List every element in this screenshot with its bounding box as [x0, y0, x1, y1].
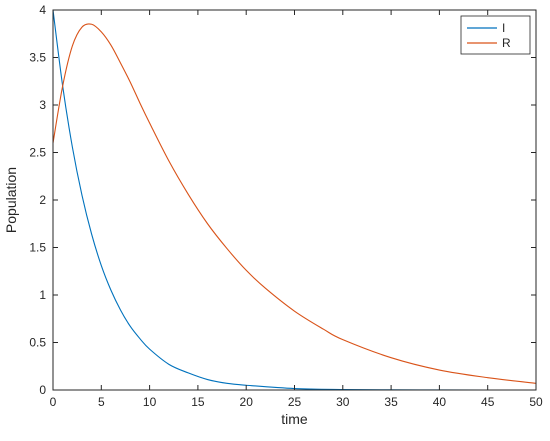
- y-tick-label: 1: [39, 288, 46, 302]
- x-tick-label: 50: [529, 395, 543, 409]
- x-tick-label: 15: [191, 395, 205, 409]
- x-tick-label: 40: [433, 395, 447, 409]
- y-tick-label: 1.5: [29, 241, 46, 255]
- x-tick-label: 20: [240, 395, 254, 409]
- y-axis-label: Population: [3, 167, 19, 233]
- legend-label-R: R: [502, 36, 511, 50]
- y-tick-label: 4: [39, 3, 46, 17]
- x-axis: 0 5 10 15 20 25 30 35 40 45 50: [50, 10, 543, 409]
- y-tick-label: 2.5: [29, 146, 46, 160]
- x-tick-label: 5: [98, 395, 105, 409]
- x-axis-label: time: [281, 411, 308, 427]
- legend-label-I: I: [502, 21, 505, 35]
- y-tick-label: 2: [39, 193, 46, 207]
- y-tick-label: 3: [39, 98, 46, 112]
- x-tick-label: 0: [50, 395, 57, 409]
- x-tick-label: 25: [288, 395, 302, 409]
- y-tick-label: 0.5: [29, 336, 46, 350]
- y-axis: 0 0.5 1 1.5 2 2.5 3 3.5 4: [29, 3, 536, 397]
- y-tick-label: 3.5: [29, 51, 46, 65]
- x-tick-label: 45: [481, 395, 495, 409]
- legend: IR: [460, 15, 531, 55]
- x-tick-label: 10: [143, 395, 157, 409]
- plot-area: [53, 10, 536, 390]
- x-tick-label: 30: [336, 395, 350, 409]
- y-tick-label: 0: [39, 383, 46, 397]
- series-line-R: [52, 23, 537, 384]
- legend-box: [460, 15, 531, 55]
- x-tick-label: 35: [384, 395, 398, 409]
